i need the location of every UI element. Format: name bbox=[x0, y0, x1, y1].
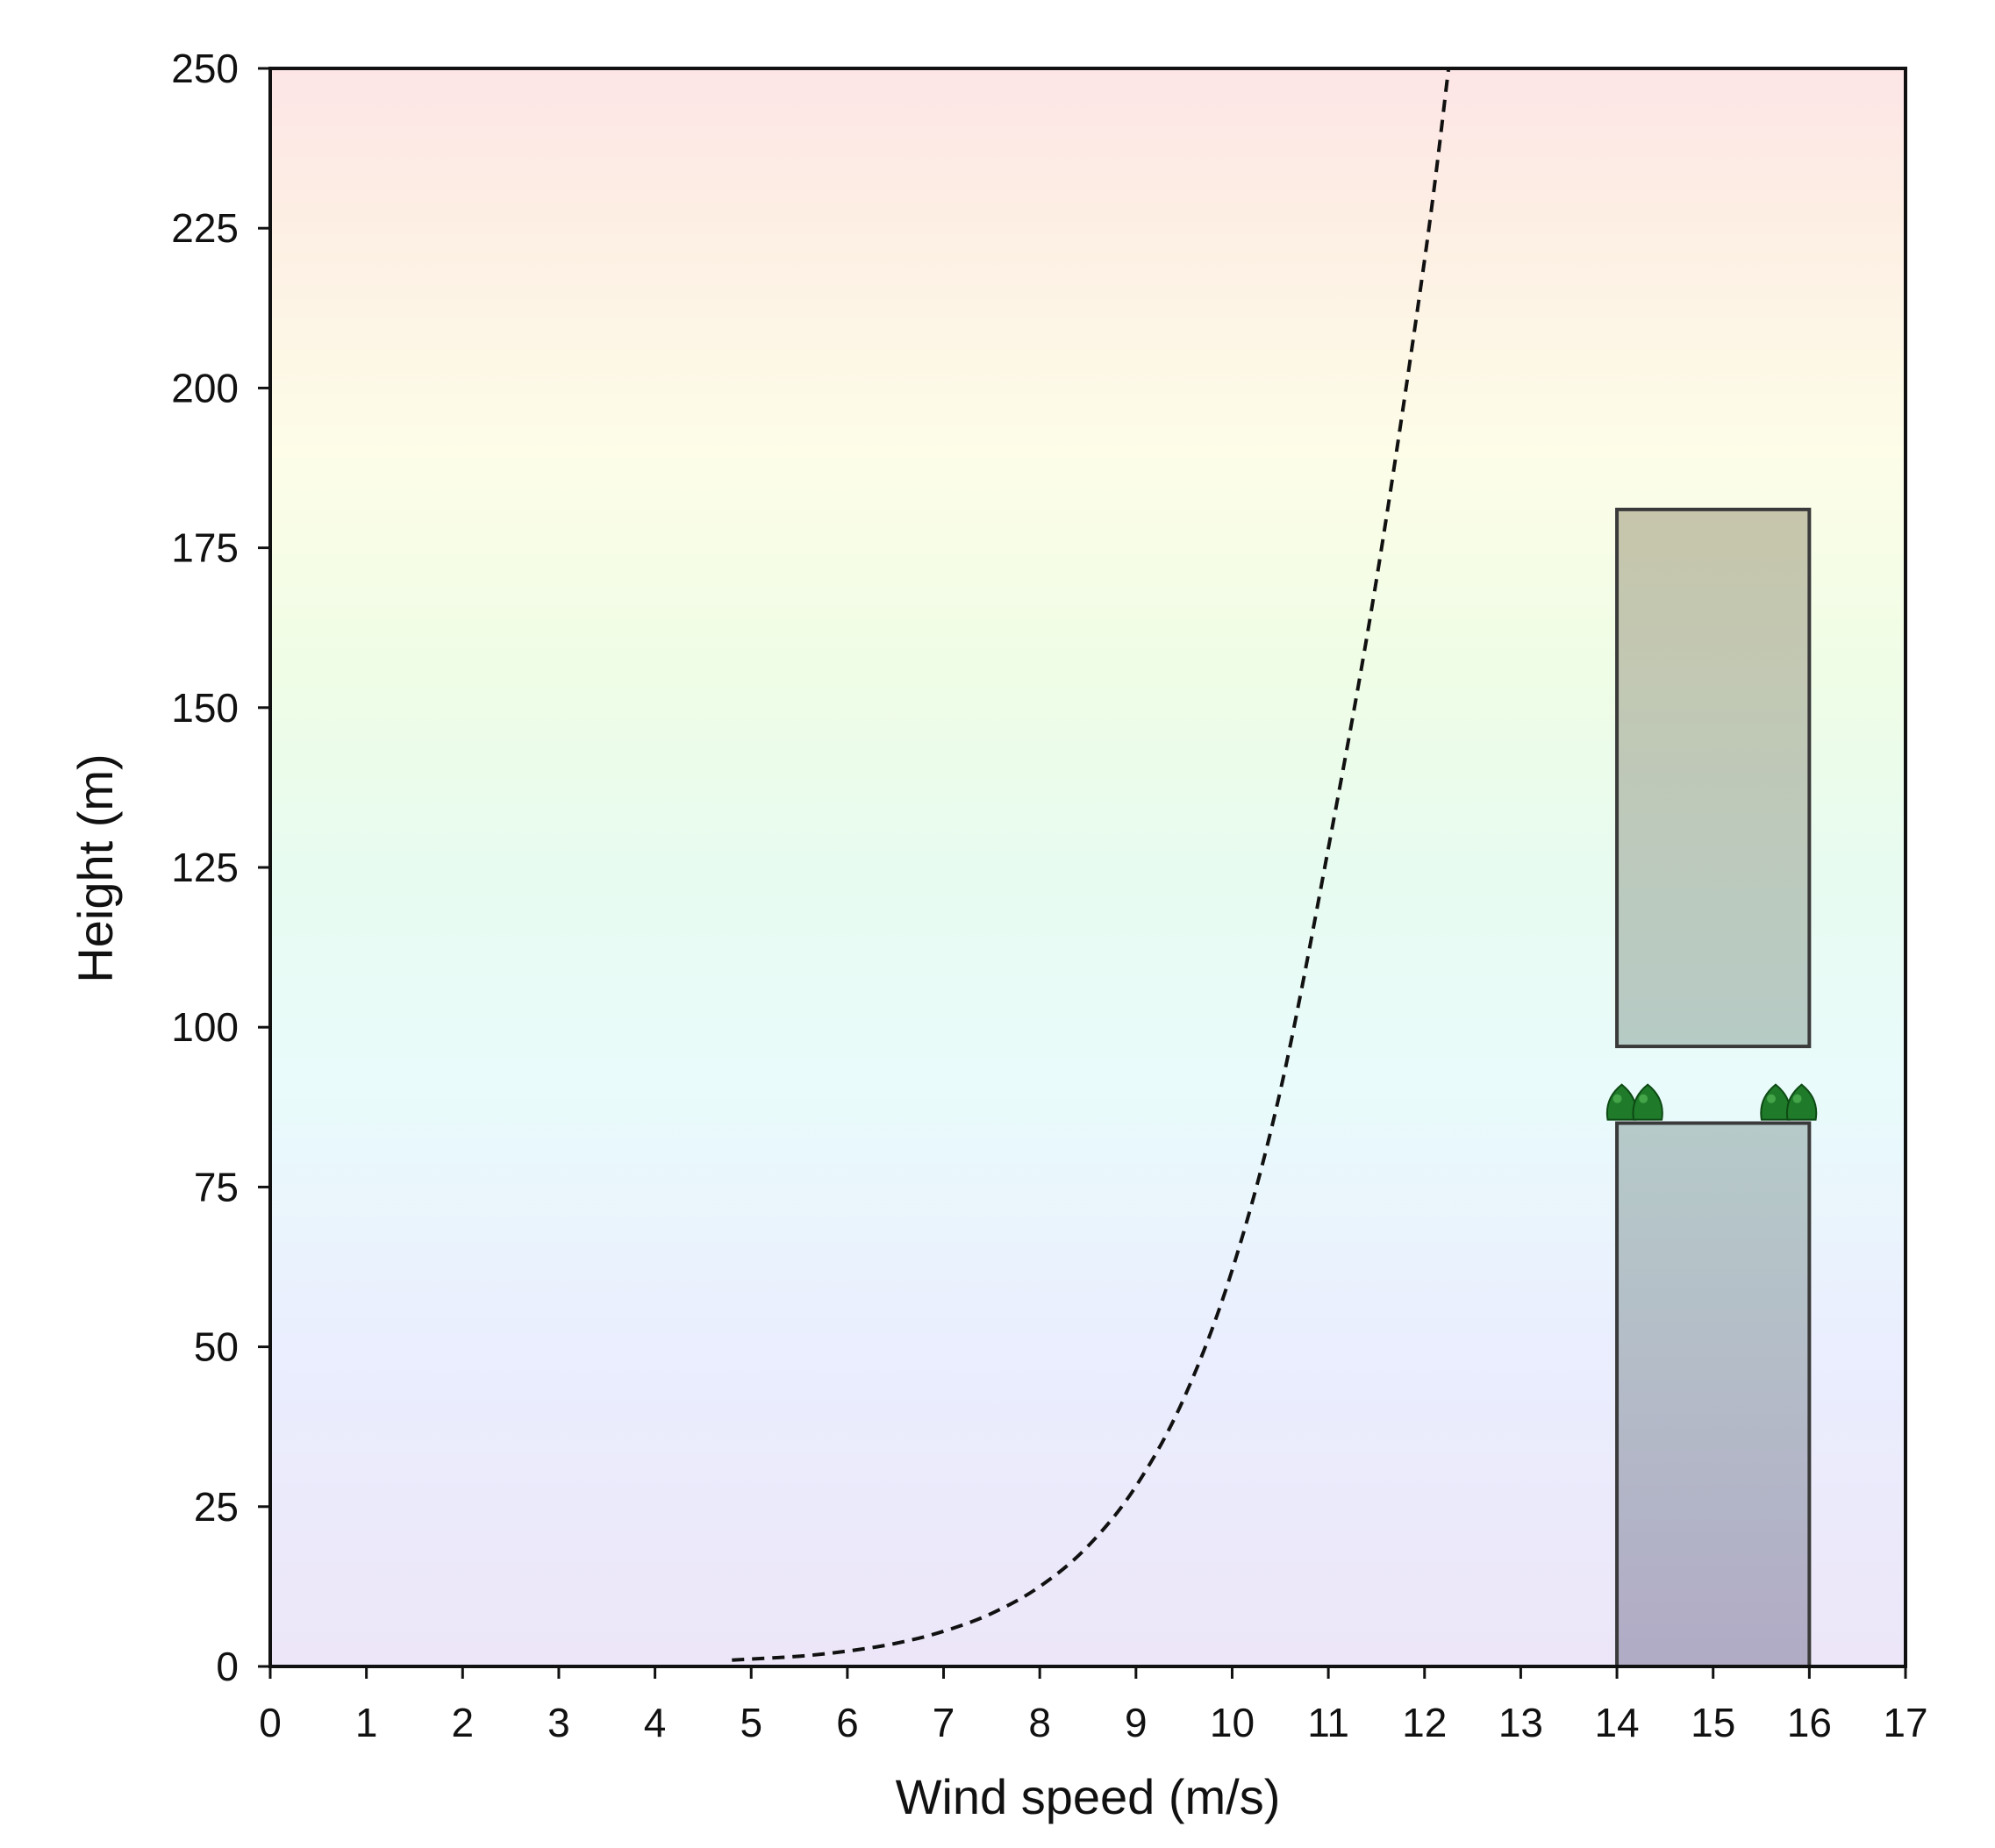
x-tick-label: 11 bbox=[1307, 1700, 1349, 1745]
turbine-zone-rectangle bbox=[1615, 1121, 1812, 1668]
x-tick-label: 2 bbox=[451, 1700, 474, 1745]
x-tick-label: 7 bbox=[933, 1700, 955, 1745]
y-tick-label: 200 bbox=[171, 365, 239, 410]
x-tick-label: 9 bbox=[1125, 1700, 1148, 1745]
x-tick-label: 17 bbox=[1883, 1700, 1927, 1745]
y-tick-label: 100 bbox=[171, 1004, 239, 1050]
tree-icon bbox=[1605, 1083, 1638, 1121]
wind-speed-profile-line bbox=[732, 68, 1451, 1662]
y-tick-label: 75 bbox=[194, 1164, 239, 1209]
y-tick-label: 225 bbox=[171, 205, 239, 251]
x-tick-label: 16 bbox=[1787, 1700, 1832, 1745]
y-tick-label: 175 bbox=[171, 525, 239, 571]
tree-icon bbox=[1785, 1083, 1818, 1121]
y-tick-label: 25 bbox=[194, 1484, 239, 1530]
x-tick-label: 10 bbox=[1210, 1700, 1255, 1745]
x-tick-label: 4 bbox=[644, 1700, 667, 1745]
y-tick-label: 50 bbox=[194, 1324, 239, 1370]
y-tick-label: 0 bbox=[216, 1644, 239, 1689]
y-axis-title: Height (m) bbox=[68, 753, 123, 982]
x-tick-label: 15 bbox=[1691, 1700, 1735, 1745]
x-tick-label: 12 bbox=[1402, 1700, 1447, 1745]
turbine-zone-rectangle bbox=[1615, 507, 1812, 1049]
x-tick-label: 8 bbox=[1028, 1700, 1051, 1745]
x-tick-label: 13 bbox=[1498, 1700, 1543, 1745]
tree-icon bbox=[1632, 1083, 1663, 1121]
x-axis-ticks: 0 1 2 3 4 5 6 7 8 9 10 11 12 13 14 15 16 17 bbox=[259, 1666, 1928, 1745]
y-tick-label: 125 bbox=[171, 845, 239, 890]
annotation-layer bbox=[1605, 507, 1818, 1668]
y-tick-label: 150 bbox=[171, 685, 239, 731]
y-axis-ticks: 0 25 50 75 100 125 150 175 200 225 250 bbox=[171, 46, 270, 1689]
x-tick-label: 5 bbox=[740, 1700, 762, 1745]
x-axis-title: Wind speed (m/s) bbox=[896, 1769, 1281, 1824]
x-tick-label: 1 bbox=[355, 1700, 378, 1745]
x-tick-label: 6 bbox=[836, 1700, 859, 1745]
x-tick-label: 0 bbox=[259, 1700, 282, 1745]
y-tick-label: 250 bbox=[171, 46, 239, 91]
x-tick-label: 3 bbox=[547, 1700, 570, 1745]
x-tick-label: 14 bbox=[1594, 1700, 1639, 1745]
